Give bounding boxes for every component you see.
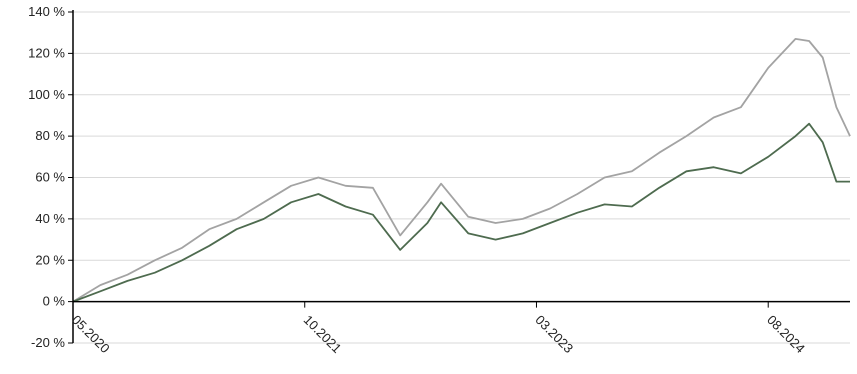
y-tick-label: 140 % [28,4,65,19]
grid-lines [73,11,850,344]
axes [68,10,850,344]
y-tick-label: 80 % [35,128,65,143]
y-tick-label: 60 % [35,170,65,185]
tick-labels: -20 % 0 % 20 % 40 % 60 % 80 % 100 % 120 % 140 % 0… [28,4,808,356]
y-tick-label: 0 % [43,294,66,309]
x-tick-label: 03.2023 [532,312,576,356]
y-tick-label: 20 % [35,252,65,267]
x-tick-label: 05.2020 [69,312,113,356]
y-tick-label: 120 % [28,45,65,60]
y-tick-label: 40 % [35,211,65,226]
x-tick-label: 10.2021 [301,312,345,356]
y-tick-label: -20 % [31,335,65,350]
y-tick-label: 100 % [28,87,65,102]
x-tick-label: 08.2024 [764,312,808,356]
series-lines [72,38,851,303]
series-line [72,122,850,303]
series-line [72,38,851,303]
